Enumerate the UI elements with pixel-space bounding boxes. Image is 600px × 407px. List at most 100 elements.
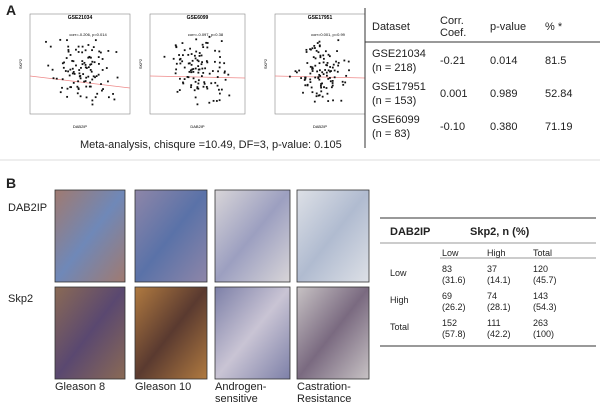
cell-percent: (42.2) bbox=[487, 329, 511, 339]
scatter-dot bbox=[75, 48, 77, 51]
scatter-dot bbox=[101, 69, 104, 71]
scatter-dot bbox=[329, 77, 331, 79]
scatter-dot bbox=[205, 60, 208, 62]
scatter-dot bbox=[186, 76, 189, 78]
scatter-dot bbox=[205, 86, 208, 88]
scatter-dot bbox=[194, 67, 197, 70]
plot-frame bbox=[149, 13, 246, 115]
scatter-dot bbox=[218, 88, 220, 91]
scatter-dot bbox=[100, 83, 102, 85]
dataset-n: (n = 83) bbox=[372, 128, 411, 140]
scatter-dot bbox=[322, 57, 325, 60]
scatter-dot bbox=[323, 86, 325, 89]
scatter-dot bbox=[318, 78, 321, 81]
scatter-dot bbox=[316, 42, 319, 44]
scatter-dot bbox=[321, 82, 323, 85]
scatter-dot bbox=[220, 88, 223, 91]
scatter-dot bbox=[208, 35, 211, 38]
scatter-dot bbox=[294, 70, 297, 73]
scatter-dot bbox=[91, 60, 94, 63]
scatter-dot bbox=[67, 70, 70, 73]
scatter-dot bbox=[193, 54, 196, 57]
scatter-dot bbox=[101, 89, 103, 92]
scatter-dot bbox=[183, 49, 186, 52]
scatter-dot bbox=[76, 92, 79, 95]
scatter-dot bbox=[198, 52, 201, 54]
cell-count: 143 bbox=[533, 291, 549, 301]
scatter-dot bbox=[194, 57, 197, 60]
plot-frame bbox=[29, 13, 131, 115]
scatter-dot bbox=[318, 73, 321, 76]
scatter-dot bbox=[311, 66, 314, 69]
scatter-dot bbox=[92, 46, 95, 49]
scatter-dot bbox=[306, 62, 309, 64]
scatter-dot bbox=[174, 72, 177, 75]
table-cell: 0.014 bbox=[490, 55, 518, 67]
scatter-dot bbox=[310, 86, 313, 89]
plot-stat: corr=-0.097, p=0.38 bbox=[188, 32, 224, 37]
scatter-dot bbox=[319, 84, 322, 87]
scatter-dot bbox=[85, 76, 88, 79]
scatter-dot bbox=[61, 86, 63, 89]
dataset-name: GSE17951 bbox=[372, 81, 426, 93]
scatter-dot bbox=[84, 64, 87, 66]
scatter-dot bbox=[310, 48, 312, 51]
scatter-dot bbox=[174, 44, 177, 47]
scatter-dot bbox=[81, 60, 84, 63]
scatter-dot bbox=[179, 62, 182, 65]
scatter-dot bbox=[59, 91, 62, 94]
scatter-dot bbox=[189, 69, 192, 72]
scatter-dot bbox=[324, 50, 327, 53]
scatter-dot bbox=[208, 101, 211, 104]
scatter-dot bbox=[91, 99, 94, 102]
plot-xlabel: DAB2IP bbox=[73, 124, 88, 129]
scatter-dot bbox=[107, 50, 110, 52]
table-header: Dataset bbox=[372, 21, 410, 33]
scatter-dot bbox=[196, 86, 199, 88]
scatter-dot bbox=[223, 62, 226, 65]
scatter-dot bbox=[331, 66, 334, 69]
column-label: Gleason 10 bbox=[135, 381, 192, 393]
scatter-dot bbox=[192, 68, 195, 70]
scatter-dot bbox=[347, 60, 350, 63]
scatter-dot bbox=[112, 93, 114, 95]
scatter-dot bbox=[192, 70, 195, 73]
trend-line bbox=[29, 75, 131, 89]
row-label: Total bbox=[390, 322, 410, 332]
table-subheader: Low bbox=[442, 248, 459, 258]
scatter-dot bbox=[45, 40, 47, 43]
histology-image bbox=[134, 189, 208, 283]
scatter-dot bbox=[95, 75, 98, 78]
dataset-n: (n = 153) bbox=[372, 95, 417, 107]
scatter-dot bbox=[82, 73, 85, 75]
scatter-dot bbox=[311, 67, 314, 70]
scatter-dot bbox=[202, 71, 205, 74]
scatter-dot bbox=[79, 75, 82, 77]
scatter-dot bbox=[94, 39, 97, 42]
scatter-dot bbox=[325, 71, 328, 74]
scatter-dot bbox=[206, 61, 209, 64]
cell-percent: (57.8) bbox=[442, 329, 466, 339]
scatter-dot bbox=[201, 75, 203, 78]
scatter-dot bbox=[218, 50, 221, 53]
scatter-dot bbox=[175, 45, 178, 48]
scatter-dot bbox=[187, 76, 190, 79]
scatter-dot bbox=[89, 85, 92, 88]
scatter-dot bbox=[289, 75, 291, 78]
trend-line bbox=[149, 75, 246, 79]
scatter-dot bbox=[49, 45, 52, 48]
scatter-dot bbox=[197, 71, 200, 74]
meta-analysis: Meta-analysis, chisqure =10.49, DF=3, p-… bbox=[80, 139, 342, 151]
scatter-dot bbox=[319, 54, 322, 57]
scatter-dot bbox=[330, 86, 333, 89]
scatter-dot bbox=[84, 80, 87, 82]
table-header: Corr. Coef. bbox=[440, 15, 467, 39]
dataset-n: (n = 218) bbox=[372, 62, 417, 74]
scatter-dot bbox=[203, 81, 206, 84]
scatter-dot bbox=[223, 70, 226, 73]
table-subheader: Total bbox=[533, 248, 553, 258]
table-cell: 0.989 bbox=[490, 88, 518, 100]
column-label: Resistance bbox=[297, 393, 352, 405]
